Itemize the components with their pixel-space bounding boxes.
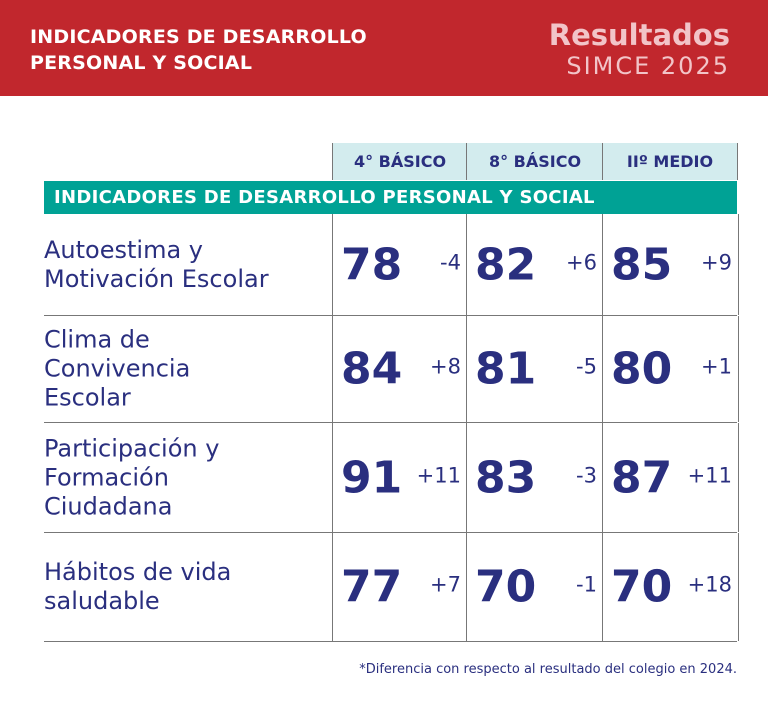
score-value: 82 <box>475 239 537 290</box>
score-cell: 77 +7 <box>332 533 467 641</box>
brand-results: Resultados <box>548 18 730 52</box>
score-cell: 82 +6 <box>466 214 603 315</box>
title-line-2: PERSONAL Y SOCIAL <box>30 52 253 74</box>
score-value: 85 <box>611 239 673 290</box>
score-difference: +7 <box>430 572 461 597</box>
table-row: Participación y Formación Ciudadana 91 +11… <box>44 423 739 533</box>
score-value: 84 <box>341 343 403 395</box>
score-value: 83 <box>475 452 537 503</box>
score-difference: +18 <box>687 572 732 597</box>
score-difference: -5 <box>576 354 597 379</box>
row-label: Participación y Formación Ciudadana <box>44 434 220 520</box>
table-row: Hábitos de vida saludable 77 +7 70 -1 70 +18 <box>44 533 739 642</box>
score-difference: +6 <box>566 250 597 275</box>
score-difference: -4 <box>440 250 461 275</box>
score-difference: +1 <box>701 354 732 379</box>
row-label: Autoestima y Motivación Escolar <box>44 235 269 293</box>
score-difference: +11 <box>416 463 461 488</box>
row-label: Clima de Convivencia Escolar <box>44 325 191 412</box>
header-banner: INDICADORES DE DESARROLLO PERSONAL Y SOCI… <box>0 0 768 96</box>
footnote: *Diferencia con respecto al resultado de… <box>359 662 737 677</box>
score-value: 80 <box>611 343 673 395</box>
score-cell: 70 +18 <box>602 533 739 641</box>
table-row: Autoestima y Motivación Escolar 78 -4 82 +6 8… <box>44 214 739 316</box>
column-header: IIº MEDIO <box>602 143 738 180</box>
score-cell: 80 +1 <box>602 316 739 422</box>
score-cell: 83 -3 <box>466 423 603 532</box>
score-difference: +11 <box>687 463 732 488</box>
score-value: 77 <box>341 561 403 613</box>
score-value: 70 <box>475 561 537 613</box>
column-header: 8° BÁSICO <box>466 143 603 180</box>
score-cell: 87 +11 <box>602 423 739 532</box>
section-title: INDICADORES DE DESARROLLO PERSONAL Y SOC… <box>44 181 737 214</box>
score-difference: -3 <box>576 463 597 488</box>
table-row: Clima de Convivencia Escolar 84 +8 81 -5 80 +1 <box>44 316 739 423</box>
row-label: Hábitos de vida saludable <box>44 558 232 615</box>
title-line-1: INDICADORES DE DESARROLLO <box>30 26 367 48</box>
score-cell: 78 -4 <box>332 214 467 315</box>
score-cell: 81 -5 <box>466 316 603 422</box>
score-value: 78 <box>341 239 403 290</box>
score-value: 70 <box>611 561 673 613</box>
score-value: 87 <box>611 452 673 503</box>
score-cell: 91 +11 <box>332 423 467 532</box>
score-difference: -1 <box>576 572 597 597</box>
brand-simce: SIMCE 2025 <box>566 52 730 80</box>
header-title: INDICADORES DE DESARROLLO PERSONAL Y SOCI… <box>30 24 367 76</box>
column-header: 4° BÁSICO <box>332 143 467 180</box>
score-difference: +8 <box>430 354 461 379</box>
score-value: 91 <box>341 452 403 503</box>
score-cell: 85 +9 <box>602 214 739 315</box>
score-value: 81 <box>475 343 537 395</box>
score-cell: 70 -1 <box>466 533 603 641</box>
score-cell: 84 +8 <box>332 316 467 422</box>
score-difference: +9 <box>701 250 732 275</box>
